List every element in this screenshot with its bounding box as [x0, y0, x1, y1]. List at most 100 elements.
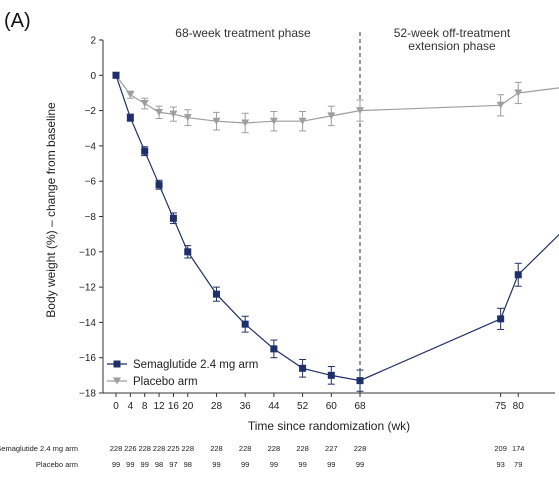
data-point [496, 101, 505, 109]
at-risk-count: 99 [112, 460, 120, 469]
legend-semaglutide-marker [113, 360, 121, 368]
at-risk-count: 228 [239, 444, 252, 453]
data-point [269, 117, 278, 125]
at-risk-count: 174 [512, 444, 525, 453]
data-point [299, 364, 307, 372]
x-axis-title: Time since randomization (wk) [248, 419, 410, 433]
data-point [184, 248, 192, 256]
at-risk-count: 228 [138, 444, 151, 453]
legend-semaglutide-label: Semaglutide 2.4 mg arm [133, 359, 258, 371]
x-tick-label: 60 [326, 401, 338, 412]
at-risk-count: 98 [155, 460, 163, 469]
data-point [155, 181, 163, 189]
legend-placebo-label: Placebo arm [133, 376, 198, 388]
series-layer [112, 71, 559, 392]
at-risk-count: 99 [241, 460, 249, 469]
data-point [183, 114, 192, 122]
x-tick-label: 0 [113, 401, 119, 412]
x-tick-label: 52 [297, 401, 309, 412]
data-point [126, 114, 134, 122]
at-risk-count: 228 [210, 444, 223, 453]
x-tick-label: 68 [354, 401, 366, 412]
y-axis-title: Body weight (%) – change from baseline [44, 102, 58, 318]
at-risk-count: 79 [514, 460, 522, 469]
at-risk-count: 97 [169, 460, 177, 469]
at-risk-count: 209 [494, 444, 507, 453]
extension-phase-label-line2: extension phase [408, 39, 496, 53]
at-risk-count: 99 [298, 460, 306, 469]
y-tick-label: −16 [79, 353, 96, 364]
y-tick-label: −18 [79, 389, 96, 400]
y-tick-label: 0 [90, 71, 96, 82]
series-line [115, 74, 559, 124]
data-point [356, 377, 364, 385]
data-point [327, 112, 336, 120]
data-point [327, 371, 335, 379]
data-point [270, 345, 278, 353]
at-risk-table: 228 226 228 228 225 228 228 228 228 228 227 228 209 1… [110, 444, 525, 469]
y-tick-label: 2 [90, 36, 96, 47]
at-risk-count: 98 [184, 460, 192, 469]
at-risk-count: 228 [268, 444, 281, 453]
data-point [169, 110, 178, 118]
at-risk-count: 99 [141, 460, 149, 469]
y-tick-label: −2 [85, 106, 97, 117]
at-risk-count: 93 [496, 460, 504, 469]
at-risk-count: 227 [325, 444, 338, 453]
x-tick-label: 28 [211, 401, 223, 412]
x-tick-label: 75 [495, 401, 507, 412]
x-tick-label: 36 [240, 401, 252, 412]
legend: Semaglutide 2.4 mg arm Placebo arm [107, 359, 258, 388]
data-point [514, 89, 523, 97]
y-tick-label: −14 [79, 318, 96, 329]
at-risk-count: 99 [126, 460, 134, 469]
x-tick-label: 80 [513, 401, 525, 412]
series-placebo [112, 71, 559, 134]
at-risk-count: 228 [153, 444, 166, 453]
series-semaglutide [112, 71, 559, 392]
data-point [298, 117, 307, 125]
series-line [115, 75, 559, 382]
x-tick-label: 16 [168, 401, 180, 412]
at-risk-count: 99 [327, 460, 335, 469]
x-tick-label: 44 [268, 401, 280, 412]
y-tick-label: −8 [85, 212, 97, 223]
data-point [126, 91, 135, 99]
data-point [514, 271, 522, 279]
at-risk-count: 228 [354, 444, 367, 453]
y-axis: 2 0 −2 −4 −6 −8 −10 −12 −14 −16 −18 [79, 36, 104, 400]
at-risk-count: 228 [296, 444, 309, 453]
at-risk-label-semaglutide: Semaglutide 2.4 mg arm [0, 444, 78, 453]
x-tick-label: 12 [153, 401, 165, 412]
x-tick-label: 8 [142, 401, 148, 412]
data-point [112, 71, 120, 79]
at-risk-label-placebo: Placebo arm [36, 460, 78, 469]
y-tick-label: −10 [79, 247, 96, 258]
treatment-phase-label: 68-week treatment phase [175, 26, 311, 40]
y-tick-label: −12 [79, 283, 96, 294]
at-risk-count: 226 [124, 444, 137, 453]
data-point [212, 290, 220, 298]
y-tick-label: −4 [85, 141, 97, 152]
at-risk-count: 228 [182, 444, 195, 453]
at-risk-count: 99 [270, 460, 278, 469]
y-tick-label: −6 [85, 177, 97, 188]
extension-phase-label-line1: 52-week off-treatment [394, 26, 511, 40]
at-risk-count: 225 [167, 444, 180, 453]
data-point [356, 107, 364, 115]
data-point [241, 320, 249, 328]
at-risk-count: 99 [212, 460, 220, 469]
data-point [141, 147, 149, 155]
at-risk-count: 228 [110, 444, 123, 453]
data-point [169, 214, 177, 222]
data-point [155, 108, 164, 116]
data-point [140, 100, 149, 108]
at-risk-count: 99 [356, 460, 364, 469]
x-tick-label: 20 [182, 401, 194, 412]
data-point [241, 119, 250, 127]
data-point [212, 117, 221, 125]
x-axis: 0481216202836445260687580104120 [103, 392, 555, 412]
legend-placebo-marker [113, 377, 121, 385]
panel-label: (A) [4, 10, 31, 32]
